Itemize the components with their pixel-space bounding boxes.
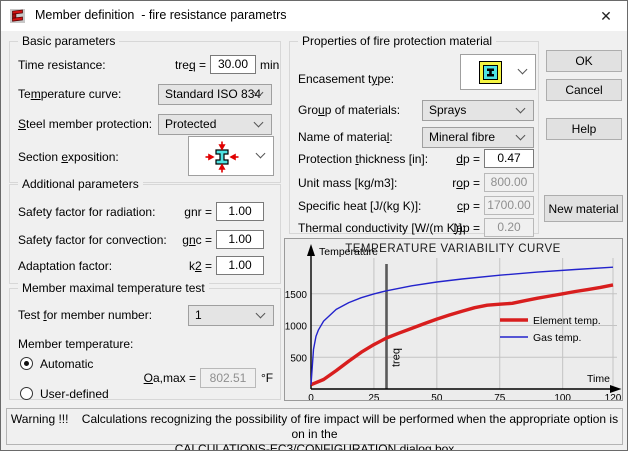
cp-symbol: cp = [456,199,480,213]
warning-box: Warning !!! Calculations recognizing the… [6,408,623,450]
section-exposition-select[interactable] [188,136,274,176]
theta-max-input: 802.51 [200,368,256,388]
group-member-test: Member maximal temperature test Test for… [9,281,281,401]
cp-input: 1700.00 [484,196,534,215]
svg-text:Temperature: Temperature [319,246,378,258]
user-defined-radio[interactable] [20,387,33,400]
temperature-variability-chart: TEMPERATURE VARIABILITY CURVE treq 500 100… [284,238,623,404]
unit-mass-label: Unit mass [kg/m3]: [298,176,398,190]
automatic-radio-label: Automatic [40,357,94,371]
gnr-input[interactable]: 1.00 [216,202,264,221]
group-member-test-title: Member maximal temperature test [18,281,209,295]
new-material-button[interactable]: New material [544,195,623,222]
svg-text:120: 120 [605,393,622,400]
group-basic-parameters: Basic parameters Time resistance: treq =… [9,34,281,183]
group-fire-protection: Properties of fire protection material E… [289,34,539,237]
rop-symbol: rop = [452,176,480,190]
adaptation-factor-label: Adaptation factor: [18,259,113,273]
group-additional-title: Additional parameters [18,177,143,191]
svg-text:25: 25 [368,393,380,400]
help-button[interactable]: Help [546,118,622,140]
name-of-material-select[interactable]: Mineral fibre [422,127,534,148]
group-of-materials-select[interactable]: Sprays [422,100,534,121]
svg-text:Element temp.: Element temp. [533,315,601,327]
group-fire-protection-title: Properties of fire protection material [298,34,497,48]
time-resistance-label: Time resistance: [18,58,106,72]
test-member-number-value: 1 [195,308,202,322]
chevron-down-icon [515,130,526,140]
section-exposition-icon [205,141,239,173]
treq-symbol: treq = [174,58,206,72]
svg-text:500: 500 [290,353,307,364]
chevron-down-icon [255,148,266,159]
member-temperature-label: Member temperature: [18,337,134,351]
temperature-curve-value: Standard ISO 834 [165,87,262,101]
temperature-curve-label: Temperature curve: [18,87,122,101]
svg-text:treq: treq [391,348,403,367]
title-bar: Member definition - fire resistance para… [1,1,627,31]
encasement-type-label: Encasement type: [298,72,395,86]
treq-input[interactable]: 30.00 [210,55,256,74]
svg-text:50: 50 [431,393,443,400]
automatic-radio[interactable] [20,357,33,370]
steel-protection-value: Protected [165,117,217,131]
gnc-input[interactable]: 1.00 [216,230,264,249]
chevron-down-icon [253,117,264,127]
warning-line2: CALCULATIONS-EC3/CONFIGURATION dialog bo… [174,442,455,451]
test-member-number-label: Test for member number: [18,308,153,322]
specific-heat-label: Specific heat [J/(kg K)]: [298,199,422,213]
chevron-down-icon [517,64,528,75]
group-of-materials-value: Sprays [429,103,467,117]
temperature-curve-select[interactable]: Standard ISO 834 [158,84,272,105]
temperature-chart-svg: TEMPERATURE VARIABILITY CURVE treq500100… [285,243,622,404]
close-button[interactable]: ✕ [600,8,612,24]
group-of-materials-label: Group of materials: [298,103,401,117]
group-basic-title: Basic parameters [18,34,120,48]
svg-text:100: 100 [554,393,571,400]
encasement-type-select[interactable] [460,54,536,90]
chevron-down-icon [515,103,526,113]
name-of-material-label: Name of material: [298,130,393,144]
dialog-body: Basic parameters Time resistance: treq =… [1,31,627,450]
chart-title: TEMPERATURE VARIABILITY CURVE [345,243,561,255]
rop-input: 800.00 [484,173,534,192]
k2-input[interactable]: 1.00 [216,256,264,275]
theta-max-unit: °F [261,371,274,385]
svg-text:1000: 1000 [285,322,307,333]
user-defined-radio-label: User-defined [40,387,109,401]
ok-button[interactable]: OK [546,50,622,72]
svg-text:Time: Time [587,373,610,385]
gnr-symbol: gnr = [184,205,212,219]
svg-text:1500: 1500 [285,290,307,301]
k2-symbol: k2 = [188,259,212,273]
svg-text:0: 0 [308,393,314,400]
lap-symbol: lap = [453,221,480,235]
lap-input: 0.20 [484,218,534,237]
radiation-factor-label: Safety factor for radiation: [18,205,156,219]
app-icon [10,9,25,23]
warning-line1: Warning !!! Calculations recognizing the… [10,412,619,441]
chevron-down-icon [255,308,266,318]
gnc-symbol: gnc = [182,233,212,247]
convection-factor-label: Safety factor for convection: [18,233,167,247]
group-additional-parameters: Additional parameters Safety factor for … [9,177,281,284]
thermal-conductivity-label: Thermal conductivity [W/(m K)]: [298,221,466,235]
window-title: Member definition - fire resistance para… [35,8,287,22]
dp-symbol: dp = [456,152,480,166]
cancel-button[interactable]: Cancel [546,79,622,101]
name-of-material-value: Mineral fibre [429,130,496,144]
steel-protection-label: Steel member protection: [18,117,153,131]
protection-thickness-label: Protection thickness [in]: [298,152,429,166]
treq-unit: min [260,58,280,72]
test-member-number-select[interactable]: 1 [188,305,274,326]
theta-max-symbol: Oa,max = [143,371,196,385]
section-exposition-label: Section exposition: [18,150,119,164]
svg-text:Gas temp.: Gas temp. [533,332,581,344]
svg-text:75: 75 [494,393,506,400]
dp-input[interactable]: 0.47 [484,149,534,168]
steel-protection-select[interactable]: Protected [158,114,272,135]
encasement-type-icon [479,61,502,84]
